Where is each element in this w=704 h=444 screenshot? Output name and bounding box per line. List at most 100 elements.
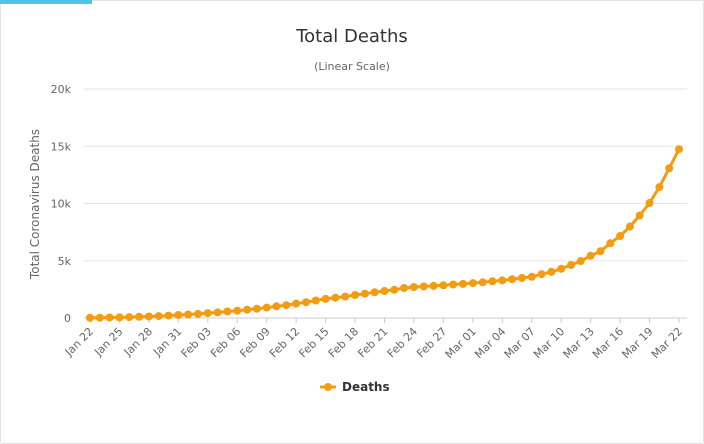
data-point[interactable] xyxy=(243,305,252,314)
data-point[interactable] xyxy=(468,279,477,288)
data-point[interactable] xyxy=(390,285,399,294)
data-point[interactable] xyxy=(429,281,438,290)
x-tick-label: Feb 03 xyxy=(179,325,214,360)
data-point[interactable] xyxy=(144,312,153,321)
data-point[interactable] xyxy=(174,311,183,319)
x-tick-label: Mar 19 xyxy=(619,325,655,361)
y-tick-label: 0 xyxy=(64,312,71,325)
active-tab-indicator xyxy=(0,0,92,4)
x-tick-label: Feb 27 xyxy=(414,325,449,360)
data-point[interactable] xyxy=(125,313,134,322)
data-point[interactable] xyxy=(665,164,674,173)
tab-divider xyxy=(92,0,704,1)
data-point[interactable] xyxy=(625,222,634,231)
x-tick-label: Mar 07 xyxy=(502,325,538,361)
data-point[interactable] xyxy=(557,264,566,273)
gridlines xyxy=(84,88,687,319)
data-point[interactable] xyxy=(135,312,144,321)
data-point[interactable] xyxy=(115,313,124,322)
data-point[interactable] xyxy=(194,309,202,318)
data-point[interactable] xyxy=(331,293,340,302)
data-point[interactable] xyxy=(380,287,389,295)
x-tick-label: Mar 10 xyxy=(531,325,567,361)
x-tick-label: Mar 22 xyxy=(649,325,685,361)
data-point[interactable] xyxy=(302,298,310,307)
data-point[interactable] xyxy=(517,274,526,282)
data-point[interactable] xyxy=(203,309,212,318)
legend-marker-icon xyxy=(324,383,332,391)
data-point[interactable] xyxy=(488,277,497,286)
legend-label-deaths: Deaths xyxy=(342,380,390,394)
x-tick-label: Feb 12 xyxy=(267,325,302,360)
data-point[interactable] xyxy=(606,239,615,248)
x-tick-label: Mar 16 xyxy=(590,325,626,361)
x-tick-label: Feb 06 xyxy=(208,325,243,360)
y-tick-label: 5k xyxy=(58,255,72,268)
data-point[interactable] xyxy=(478,278,487,287)
data-point[interactable] xyxy=(439,281,448,290)
data-point[interactable] xyxy=(537,270,546,279)
data-point[interactable] xyxy=(223,307,232,316)
data-point[interactable] xyxy=(576,257,585,265)
data-point[interactable] xyxy=(252,304,261,313)
data-point[interactable] xyxy=(527,272,536,281)
data-point[interactable] xyxy=(567,261,575,269)
x-tick-label: Mar 01 xyxy=(443,325,479,361)
data-point[interactable] xyxy=(105,313,114,322)
data-point[interactable] xyxy=(360,289,369,298)
y-axis-label: Total Coronavirus Deaths xyxy=(28,129,42,280)
y-tick-label: 20k xyxy=(51,83,72,96)
data-point[interactable] xyxy=(262,303,271,312)
legend[interactable]: Deaths xyxy=(320,380,390,394)
data-point[interactable] xyxy=(586,251,595,260)
y-tick-label: 10k xyxy=(51,198,72,211)
x-tick-label: Mar 13 xyxy=(561,325,597,361)
data-point[interactable] xyxy=(311,296,320,305)
data-point[interactable] xyxy=(321,294,330,303)
data-point[interactable] xyxy=(282,301,291,310)
data-point[interactable] xyxy=(370,288,379,297)
deaths-series-points xyxy=(86,145,683,322)
x-tick-label: Feb 18 xyxy=(326,325,361,360)
data-point[interactable] xyxy=(616,232,625,240)
data-point[interactable] xyxy=(459,279,467,288)
data-point[interactable] xyxy=(351,291,360,299)
data-point[interactable] xyxy=(184,310,193,319)
data-point[interactable] xyxy=(419,282,428,291)
data-point[interactable] xyxy=(86,313,94,322)
data-point[interactable] xyxy=(233,306,242,315)
data-point[interactable] xyxy=(409,283,418,292)
chart-subtitle: (Linear Scale) xyxy=(314,60,390,73)
data-point[interactable] xyxy=(596,247,605,256)
x-tick-label: Jan 31 xyxy=(150,325,184,359)
data-point[interactable] xyxy=(341,292,350,301)
data-point[interactable] xyxy=(154,312,163,321)
chart-title: Total Deaths xyxy=(295,26,408,47)
x-tick-label: Feb 24 xyxy=(385,325,420,360)
data-point[interactable] xyxy=(272,302,281,311)
x-tick-label: Feb 21 xyxy=(355,325,390,360)
x-tick-label: Mar 04 xyxy=(472,325,508,361)
data-point[interactable] xyxy=(675,145,683,154)
data-point[interactable] xyxy=(164,311,173,320)
data-point[interactable] xyxy=(498,276,507,285)
data-point[interactable] xyxy=(292,299,301,308)
data-point[interactable] xyxy=(547,267,556,276)
x-tick-label: Jan 28 xyxy=(121,325,155,359)
data-point[interactable] xyxy=(400,284,409,292)
data-point[interactable] xyxy=(645,199,654,207)
x-tick-label: Feb 15 xyxy=(296,325,331,360)
x-tick-label: Jan 22 xyxy=(62,325,96,359)
data-point[interactable] xyxy=(449,280,458,289)
data-point[interactable] xyxy=(508,275,517,284)
data-point[interactable] xyxy=(95,313,104,322)
data-point[interactable] xyxy=(635,211,644,220)
x-tick-label: Jan 25 xyxy=(91,325,125,359)
data-point[interactable] xyxy=(655,183,664,192)
data-point[interactable] xyxy=(213,308,222,317)
x-tick-label: Feb 09 xyxy=(237,325,272,360)
y-axis-ticks: 0 5k 10k 15k 20k xyxy=(51,83,72,325)
y-tick-label: 15k xyxy=(51,140,72,153)
